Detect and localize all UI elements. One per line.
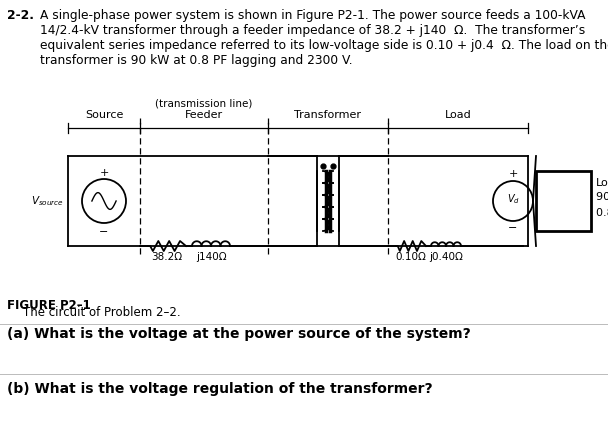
Text: 2-2.: 2-2.: [7, 9, 34, 22]
Text: 0.10Ω: 0.10Ω: [396, 252, 426, 262]
Text: Transformer: Transformer: [294, 110, 362, 120]
Text: j0.40Ω: j0.40Ω: [429, 252, 463, 262]
Text: $V_{source}$: $V_{source}$: [31, 194, 64, 208]
Text: Feeder: Feeder: [185, 110, 223, 120]
Text: Source: Source: [85, 110, 123, 120]
Text: $V_d$: $V_d$: [506, 192, 519, 206]
Text: Load: Load: [596, 178, 608, 188]
Text: A single-phase power system is shown in Figure P2-1. The power source feeds a 10: A single-phase power system is shown in …: [40, 9, 608, 67]
Text: The circuit of Problem 2–2.: The circuit of Problem 2–2.: [23, 306, 181, 319]
Text: j140Ω: j140Ω: [196, 252, 226, 262]
Bar: [536, 171, 591, 231]
Text: 38.2Ω: 38.2Ω: [151, 252, 182, 262]
Text: 0.80 PF lagging: 0.80 PF lagging: [596, 208, 608, 218]
Text: (b) What is the voltage regulation of the transformer?: (b) What is the voltage regulation of th…: [7, 382, 433, 396]
Text: (a) What is the voltage at the power source of the system?: (a) What is the voltage at the power sou…: [7, 327, 471, 341]
Text: +: +: [99, 168, 109, 178]
Text: +: +: [508, 169, 517, 179]
Text: −: −: [508, 223, 517, 233]
Text: −: −: [99, 227, 109, 237]
Text: FIGURE P2–1: FIGURE P2–1: [7, 299, 91, 312]
Text: (transmission line): (transmission line): [155, 99, 253, 109]
Text: Load: Load: [444, 110, 471, 120]
Text: 90 kW: 90 kW: [596, 192, 608, 202]
